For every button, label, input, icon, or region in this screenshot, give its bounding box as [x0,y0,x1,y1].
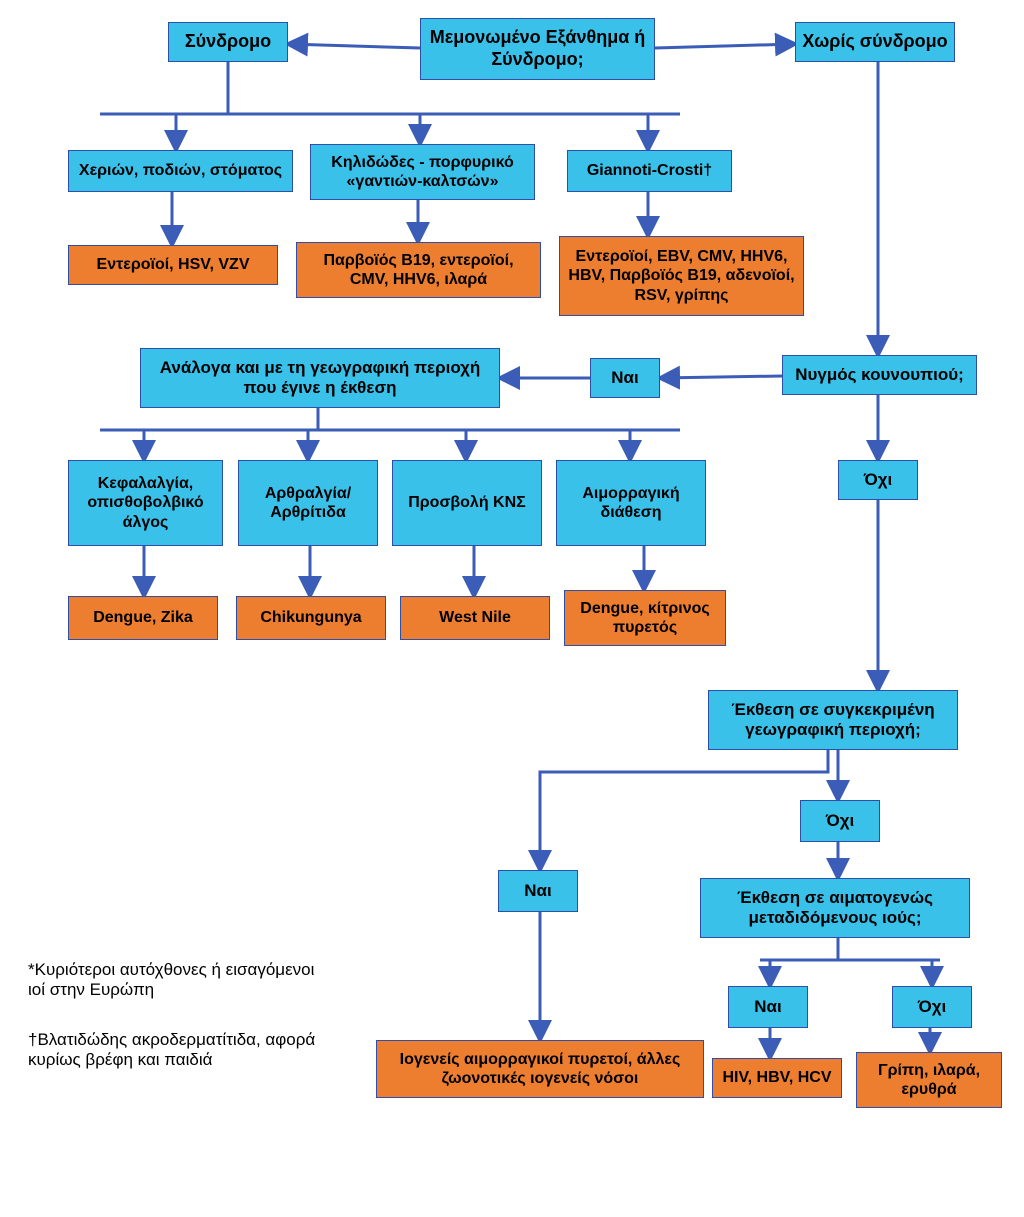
node-yes-2: Ναι [498,870,578,912]
node-hemorrhagic-out: Dengue, κίτρινος πυρετός [564,590,726,646]
node-arthralgia-out: Chikungunya [236,596,386,640]
node-arthralgia: Αρθραλγία/ Αρθρίτιδα [238,460,378,546]
node-yes-3: Ναι [728,986,808,1028]
node-flu-out: Γρίπη, ιλαρά, ερυθρά [856,1052,1002,1108]
node-geo2: Έκθεση σε συγκεκριμένη γεωγραφική περιοχ… [708,690,958,750]
node-cns-out: West Nile [400,596,550,640]
flowchart-canvas: Μεμονωμένο Εξάνθημα ή Σύνδρομο; Σύνδρομο… [0,0,1024,1217]
node-hfm: Χεριών, ποδιών, στόματος [68,150,293,192]
node-no-2: Όχι [800,800,880,842]
node-no-syndrome: Χωρίς σύνδρομο [795,22,955,62]
footnote-2: †Βλατιδώδης ακροδερματίτιδα, αφορά κυρίω… [28,1030,328,1070]
node-no-1: Όχι [838,460,918,500]
node-hemorrhagic: Αιμορραγική διάθεση [556,460,706,546]
node-hfm-out: Εντεροϊοί, HSV, VZV [68,245,278,285]
node-hiv-out: HIV, HBV, HCV [712,1058,842,1098]
node-yes-1: Ναι [590,358,660,398]
node-mosquito: Νυγμός κουνουπιού; [782,355,977,395]
node-no-3: Όχι [892,986,972,1028]
node-headache: Κεφαλαλγία, οπισθοβολβικό άλγος [68,460,223,546]
footnote-1: *Κυριότεροι αυτόχθονες ή εισαγόμενοι ιοί… [28,960,318,1000]
node-headache-out: Dengue, Zika [68,596,218,640]
node-gianotti-out: Εντεροϊοί, EBV, CMV, HHV6, HBV, Παρβοϊός… [559,236,804,316]
node-bloodborne: Έκθεση σε αιματογενώς μεταδιδόμενους ιού… [700,878,970,938]
node-syndrome: Σύνδρομο [168,22,288,62]
node-cns: Προσβολή ΚΝΣ [392,460,542,546]
node-geo2-out: Ιογενείς αιμορραγικοί πυρετοί, άλλες ζωο… [376,1040,704,1098]
node-geo: Ανάλογα και με τη γεωγραφική περιοχή που… [140,348,500,408]
node-gloves: Κηλιδώδες - πορφυρικό «γαντιών-καλτσών» [310,144,535,200]
node-root: Μεμονωμένο Εξάνθημα ή Σύνδρομο; [420,18,655,80]
node-gloves-out: Παρβοϊός Β19, εντεροϊοί, CMV, HHV6, ιλαρ… [296,242,541,298]
node-gianotti: Giannoti-Crosti† [567,150,732,192]
